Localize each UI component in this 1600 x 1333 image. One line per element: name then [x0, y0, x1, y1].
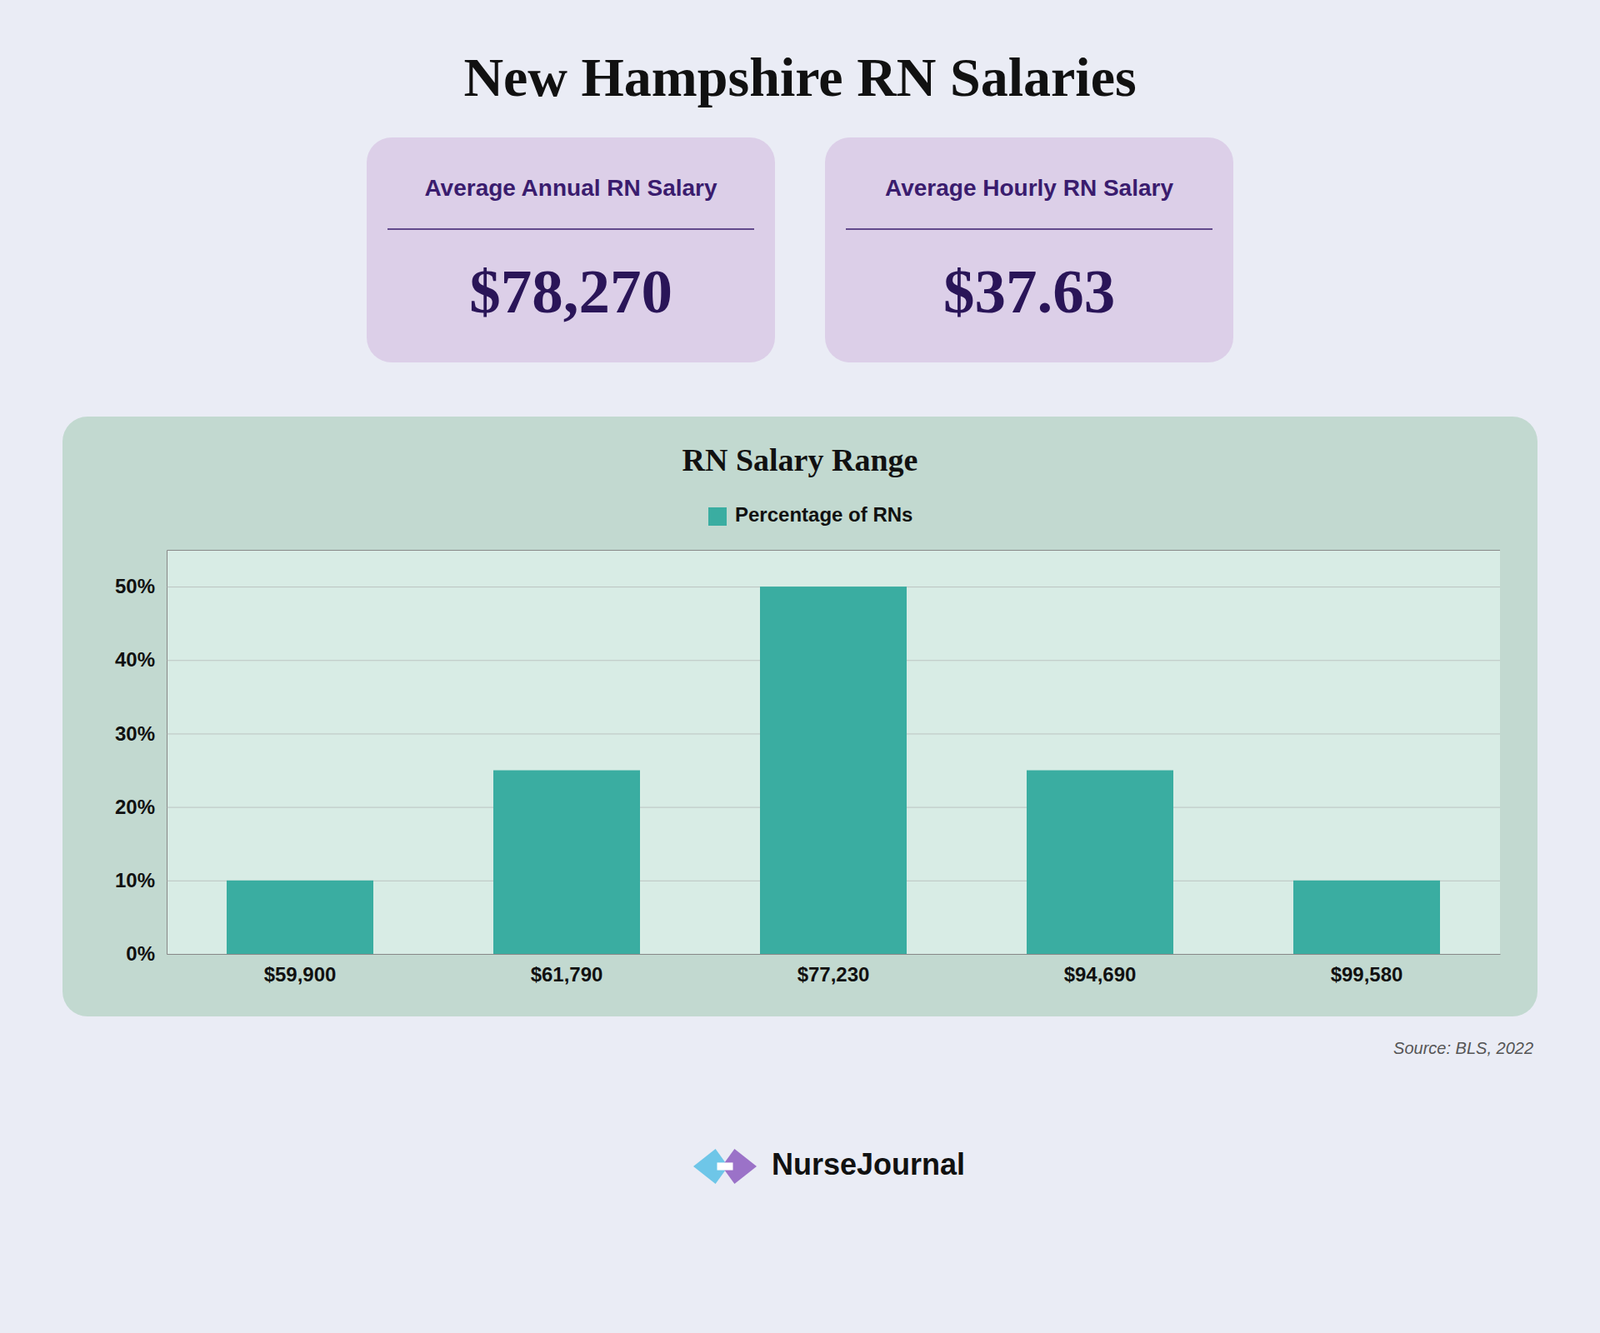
y-tick-label: 10%: [115, 869, 155, 892]
y-tick-label: 0%: [125, 942, 155, 965]
info-box-label: Average Annual RN Salary: [424, 175, 718, 201]
legend-label: Percentage of RNs: [735, 503, 913, 526]
info-box-label: Average Hourly RN Salary: [885, 175, 1174, 201]
source: Source: BLS, 2022: [1393, 1039, 1534, 1058]
x-tick-label: $59,900: [264, 963, 337, 986]
bar: [493, 770, 640, 955]
logo-icon: [717, 1162, 734, 1170]
info-box-separator: [387, 228, 755, 230]
info-box: Average Hourly RN Salary $37.63: [825, 137, 1234, 363]
x-tick-label: $99,580: [1330, 963, 1404, 986]
infographic: New Hampshire RN Salaries Average Annual …: [0, 0, 1600, 1333]
y-tick-label: 30%: [115, 722, 155, 745]
x-tick: $99,580: [1330, 954, 1404, 986]
chart-panel: [62, 416, 1538, 1017]
bar: [760, 586, 907, 955]
bar: [226, 880, 374, 955]
x-axis-line: [167, 954, 1501, 955]
x-tick: $94,690: [1064, 954, 1137, 986]
info-box: Average Annual RN Salary $78,270: [366, 137, 775, 363]
x-tick: $59,900: [264, 954, 337, 986]
logo-text: NurseJournal: [771, 1147, 965, 1182]
legend-swatch: [708, 507, 727, 526]
bars: [226, 586, 1440, 955]
bar: [1026, 770, 1174, 955]
plot-area: 0% 10% 20% 30% 40% 50% $59,900 $61,790 $77,230 $9…: [115, 550, 1501, 986]
logo: NurseJournal: [693, 1147, 965, 1185]
info-box-bg: [825, 137, 1234, 363]
grid-line: [166, 954, 1500, 955]
x-tick-label: $94,690: [1064, 963, 1137, 986]
x-tick-label: $77,230: [797, 963, 870, 986]
info-box-separator: [845, 228, 1213, 230]
background: [0, 0, 1600, 1333]
x-axis: $59,900 $61,790 $77,230 $94,690 $99,580: [167, 954, 1501, 986]
y-axis: 0% 10% 20% 30% 40% 50%: [115, 550, 1500, 966]
y-tick-label: 50%: [115, 575, 155, 598]
x-tick: $77,230: [797, 954, 870, 986]
info-box-value: $37.63: [943, 256, 1115, 326]
y-tick-label: 20%: [115, 795, 155, 819]
y-axis-line: [167, 550, 1501, 955]
info-box-bg: [366, 137, 775, 363]
plot-background: [166, 550, 1500, 955]
title: New Hampshire RN Salaries: [463, 46, 1136, 108]
chart-title: RN Salary Range: [682, 442, 919, 478]
legend: Percentage of RNs: [708, 503, 913, 526]
y-tick-label: 40%: [115, 648, 155, 671]
info-box-value: $78,270: [469, 256, 673, 326]
x-tick: $61,790: [530, 954, 604, 986]
x-tick-label: $61,790: [530, 963, 604, 986]
bar: [1293, 880, 1440, 955]
